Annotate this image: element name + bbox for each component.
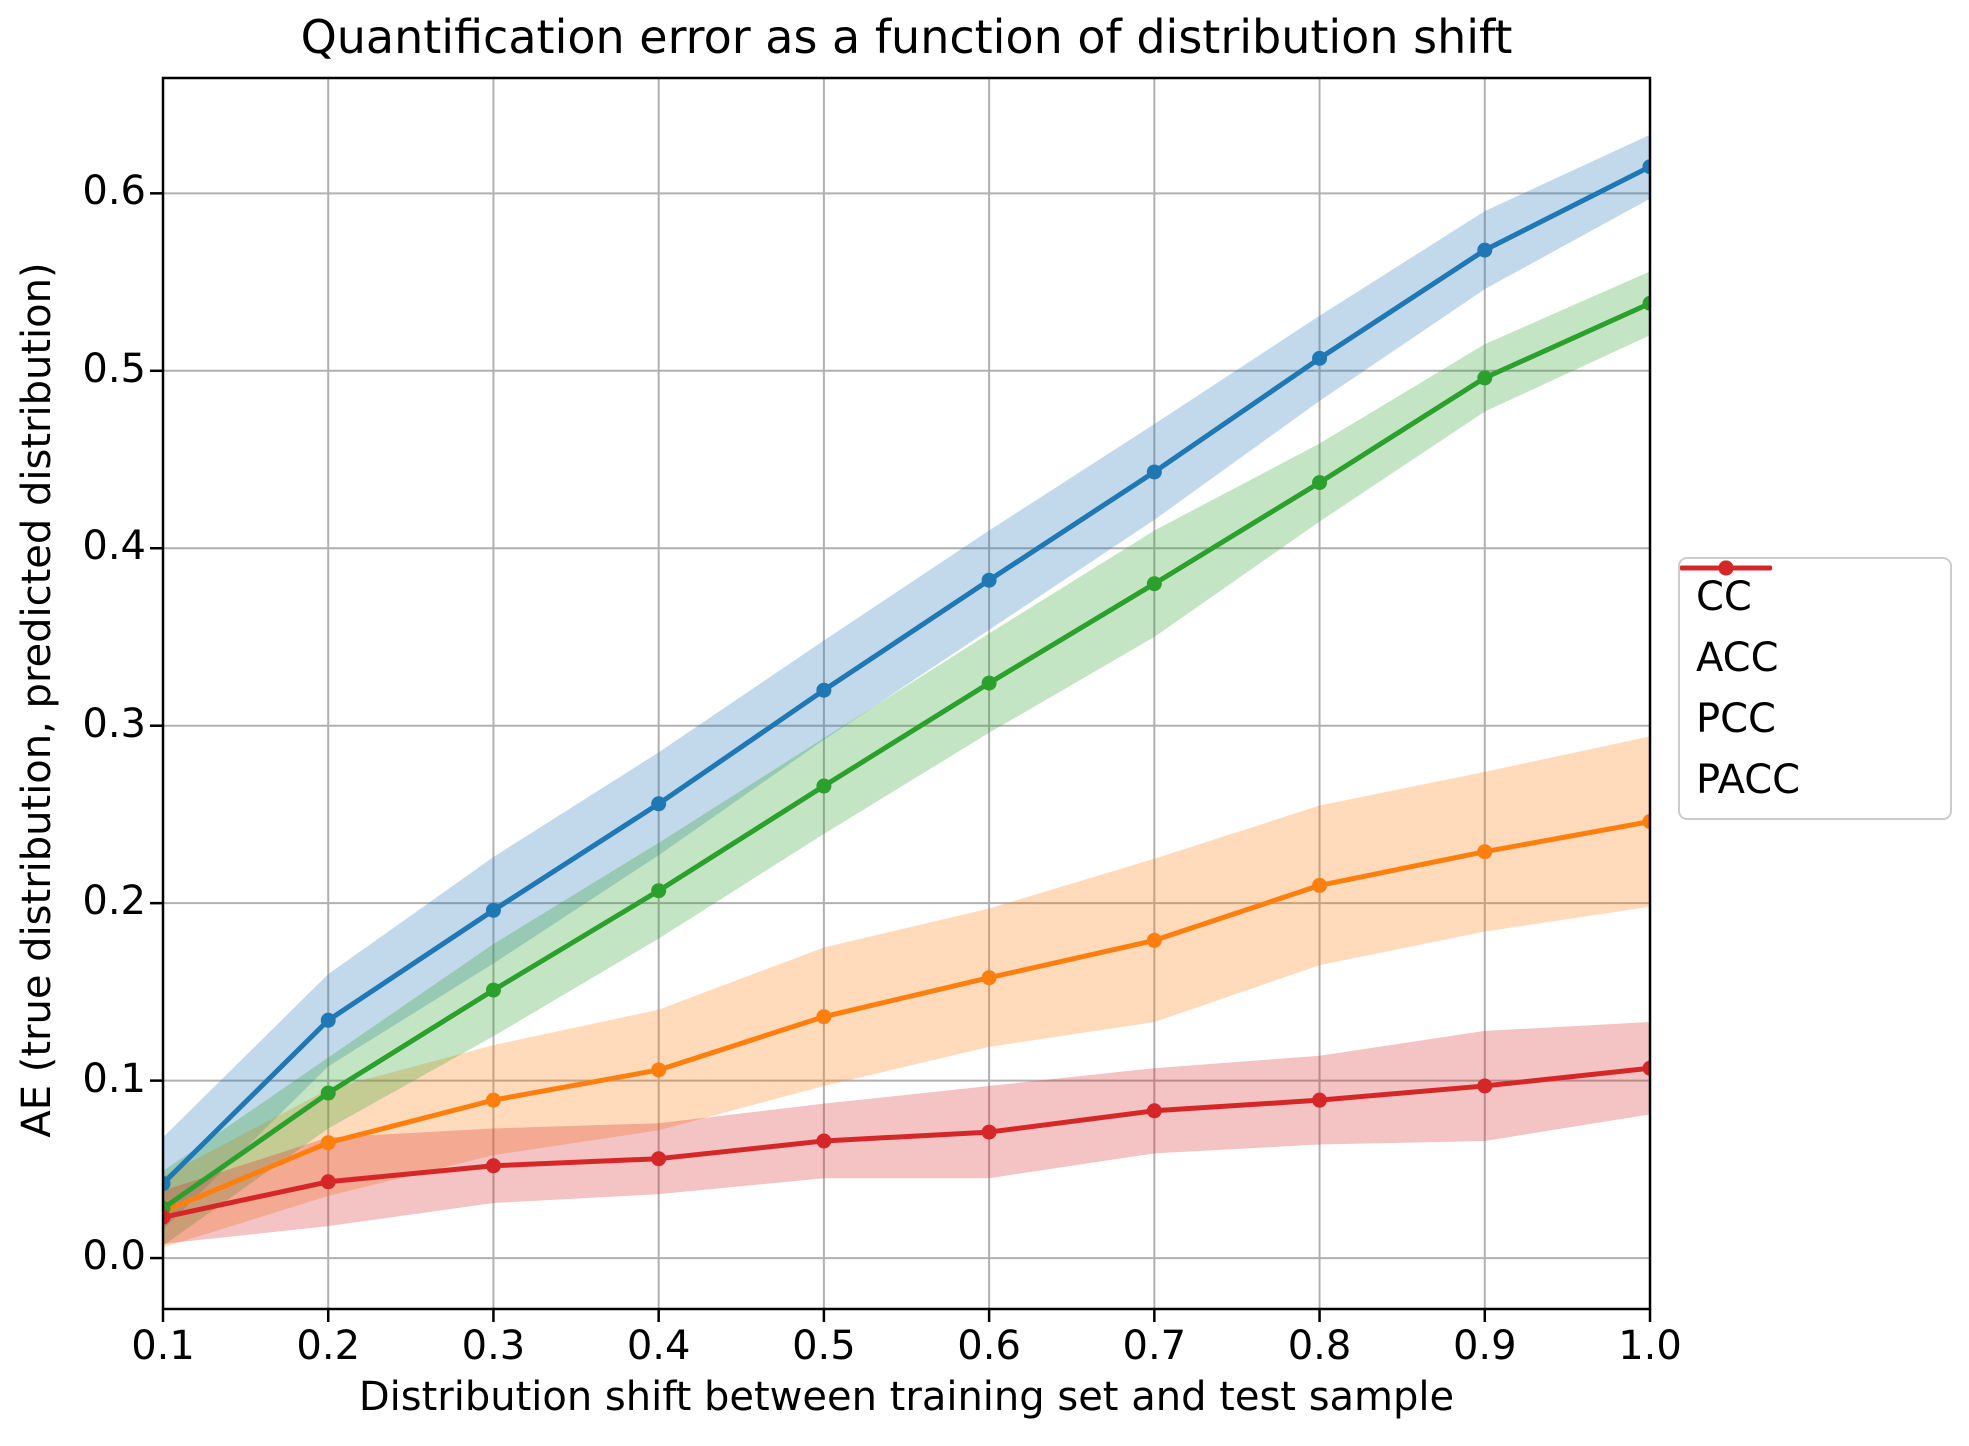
- series-band-CC: [163, 134, 1650, 1230]
- x-tick-label: 0.2: [296, 1323, 361, 1369]
- data-point-PACC: [485, 1158, 501, 1174]
- y-tick-label: 0.0: [82, 1233, 146, 1280]
- legend-item-ACC: ACC: [1680, 560, 1950, 682]
- data-point-ACC: [1312, 877, 1328, 893]
- data-point-CC: [1312, 350, 1328, 366]
- data-point-CC: [1146, 464, 1162, 480]
- series-line-ACC: [163, 819, 1650, 1215]
- series-line-PACC: [163, 1065, 1650, 1220]
- x-axis-label: Distribution shift between training set …: [358, 1374, 1455, 1420]
- legend-item-CC: CC: [1680, 560, 1950, 621]
- data-point-ACC: [320, 1135, 336, 1151]
- legend-swatch-PACC: [1680, 560, 1772, 576]
- x-tick-label: 0.4: [626, 1323, 691, 1369]
- y-tick-label: 0.4: [82, 523, 146, 570]
- x-tick-label: 0.5: [792, 1323, 856, 1369]
- data-point-ACC: [1477, 844, 1493, 860]
- series-band-PCC: [163, 271, 1650, 1246]
- data-point-PACC: [1477, 1078, 1493, 1094]
- data-point-ACC: [816, 1009, 832, 1025]
- legend-label-ACC: ACC: [1696, 635, 1779, 682]
- data-point-PCC: [485, 982, 501, 998]
- data-point-CC: [320, 1012, 336, 1028]
- data-point-PACC: [1146, 1103, 1162, 1119]
- data-point-ACC: [485, 1092, 501, 1108]
- data-point-PACC: [1642, 1060, 1650, 1076]
- x-tick-label: 0.8: [1287, 1323, 1352, 1369]
- data-point-CC: [163, 1176, 171, 1192]
- data-point-PCC: [816, 778, 832, 794]
- data-point-PACC: [981, 1124, 997, 1140]
- x-tick-label: 0.7: [1122, 1323, 1187, 1369]
- legend-label-CC: CC: [1696, 574, 1752, 621]
- x-tick-label: 1.0: [1618, 1323, 1682, 1369]
- series-line-PCC: [163, 300, 1650, 1211]
- data-point-CC: [981, 572, 997, 588]
- chart-title: Quantification error as a function of di…: [300, 10, 1513, 64]
- legend-label-PCC: PCC: [1696, 695, 1776, 742]
- x-tick-label: 0.1: [131, 1323, 195, 1369]
- legend-item-PCC: PCC: [1680, 560, 1950, 742]
- y-tick-label: 0.3: [82, 700, 146, 747]
- legend: CC ACC PCC PACC: [1678, 557, 1952, 820]
- data-point-ACC: [1146, 932, 1162, 948]
- series-line-CC: [163, 164, 1650, 1187]
- legend-label-PACC: PACC: [1696, 756, 1801, 803]
- data-point-CC: [485, 902, 501, 918]
- data-point-PACC: [1312, 1092, 1328, 1108]
- x-tick-label: 0.9: [1452, 1323, 1517, 1369]
- data-layer: [163, 134, 1650, 1248]
- series-band-PACC: [163, 1022, 1650, 1244]
- y-tick-label: 0.5: [82, 345, 146, 392]
- data-point-CC: [1477, 242, 1493, 258]
- data-point-PACC: [320, 1174, 336, 1190]
- data-point-PACC: [651, 1151, 667, 1167]
- data-point-PCC: [1642, 295, 1650, 311]
- y-tick-label: 0.6: [82, 168, 146, 215]
- data-point-PCC: [320, 1085, 336, 1101]
- x-tick-label: 0.3: [461, 1323, 526, 1369]
- legend-item-PACC: PACC: [1680, 560, 1950, 803]
- y-tick-label: 0.2: [82, 878, 146, 925]
- plot-border: [161, 76, 1652, 1311]
- data-point-PACC: [163, 1209, 171, 1225]
- series-band-ACC: [163, 736, 1650, 1248]
- data-point-CC: [651, 796, 667, 812]
- data-point-CC: [816, 682, 832, 698]
- y-tick-label: 0.1: [82, 1055, 146, 1102]
- data-point-ACC: [1642, 814, 1650, 830]
- data-point-PACC: [816, 1133, 832, 1149]
- data-point-PCC: [1312, 475, 1328, 491]
- data-point-ACC: [651, 1062, 667, 1078]
- x-tick-label: 0.6: [957, 1323, 1021, 1369]
- data-point-PCC: [981, 675, 997, 691]
- data-point-PCC: [1146, 576, 1162, 592]
- data-point-CC: [1642, 159, 1650, 175]
- data-point-PCC: [1477, 370, 1493, 386]
- data-point-ACC: [981, 970, 997, 986]
- data-point-PCC: [651, 883, 667, 899]
